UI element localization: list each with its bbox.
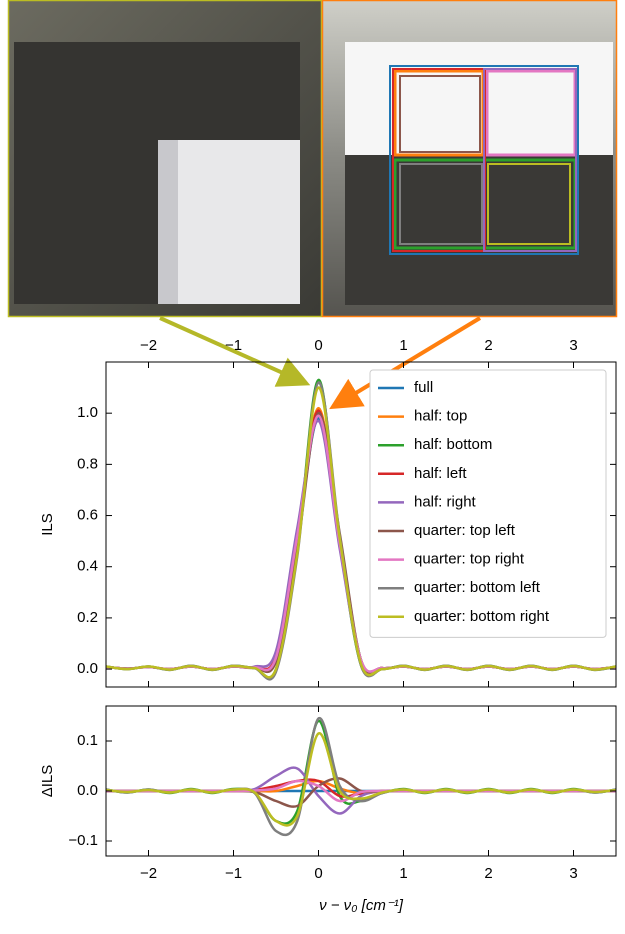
plot-area bbox=[106, 378, 616, 681]
x-tick-label: −1 bbox=[225, 865, 242, 882]
y-tick-label: 0.6 bbox=[77, 507, 98, 524]
y-tick-label: 0.2 bbox=[77, 609, 98, 626]
x-axis-label: ν − ν₀ [cm⁻¹] bbox=[319, 897, 404, 914]
legend-label: full bbox=[414, 379, 433, 396]
y-tick-label: 0.0 bbox=[77, 660, 98, 677]
x-tick-label: 3 bbox=[569, 865, 577, 882]
legend-label: half: left bbox=[414, 465, 467, 482]
x-tick-label: 1 bbox=[399, 865, 407, 882]
series-line bbox=[106, 719, 616, 825]
axes-frame bbox=[105, 705, 617, 857]
x-tick-label: 2 bbox=[484, 337, 492, 354]
y-tick-label: 0.1 bbox=[77, 732, 98, 749]
x-tick-label: 2 bbox=[484, 865, 492, 882]
y-tick-label: 0.4 bbox=[77, 558, 98, 575]
y-tick-label: 1.0 bbox=[77, 404, 98, 421]
x-tick-label: 0 bbox=[314, 337, 322, 354]
legend-label: half: right bbox=[414, 493, 477, 510]
x-tick-label: 3 bbox=[569, 337, 577, 354]
plot-area bbox=[106, 717, 616, 837]
legend-label: quarter: top left bbox=[414, 522, 516, 539]
axes-frame bbox=[105, 361, 617, 688]
series-line bbox=[106, 778, 616, 798]
x-tick-label: 1 bbox=[399, 337, 407, 354]
series-line bbox=[106, 732, 616, 827]
x-tick-label: −2 bbox=[140, 865, 157, 882]
legend-label: half: top bbox=[414, 408, 467, 425]
series-line bbox=[106, 717, 616, 837]
x-tick-label: −1 bbox=[225, 337, 242, 354]
legend-label: quarter: top right bbox=[414, 551, 525, 568]
y-tick-label: −0.1 bbox=[68, 832, 98, 849]
y-axis-label: ΔILS bbox=[39, 765, 56, 798]
x-tick-label: −2 bbox=[140, 337, 157, 354]
series-line bbox=[106, 386, 616, 679]
photo-left bbox=[7, 0, 323, 318]
arrow bbox=[159, 316, 311, 387]
x-tick-label: 0 bbox=[314, 865, 322, 882]
legend-label: quarter: bottom right bbox=[414, 608, 550, 625]
y-axis-label: ILS bbox=[39, 513, 56, 536]
photo-right bbox=[321, 0, 618, 318]
legend-box bbox=[369, 369, 607, 638]
y-tick-label: 0.8 bbox=[77, 455, 98, 472]
legend-label: quarter: bottom left bbox=[414, 579, 541, 596]
series-line bbox=[106, 779, 616, 803]
legend-label: half: bottom bbox=[414, 436, 492, 453]
y-tick-label: 0.0 bbox=[77, 782, 98, 799]
